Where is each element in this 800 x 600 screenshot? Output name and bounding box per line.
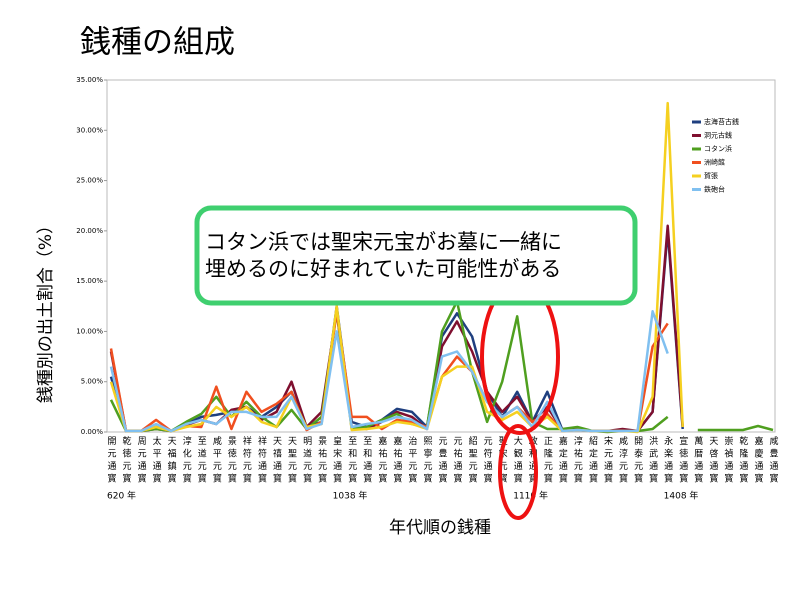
series-line: [697, 424, 774, 432]
x-tick-label: 開元通寳: [106, 436, 117, 486]
x-tick-label: 紹聖元寳: [467, 435, 478, 486]
y-tick-label: 15.00%: [76, 277, 103, 285]
chart-title: 銭種の組成: [80, 25, 235, 61]
year-annotation: 620 年: [107, 490, 136, 502]
legend-label: 洞元古銭: [704, 131, 732, 140]
callout-text: 埋めるのに好まれていた可能性がある: [205, 257, 561, 281]
x-tick-label: 正隆元寳: [542, 436, 553, 486]
x-tick-label: 元符通寳: [482, 436, 493, 486]
y-tick-label: 25.00%: [76, 177, 103, 185]
legend-label: 鉄砲台: [704, 185, 725, 194]
x-tick-label: 乾徳元寳: [121, 435, 132, 486]
overlay: コタン浜では聖宋元宝がお墓に一緒に 埋めるのに好まれていた可能性がある: [194, 205, 638, 520]
y-tick-label: 10.00%: [76, 327, 103, 335]
x-tick-label: 嘉祐元寳: [376, 435, 387, 486]
x-tick-label: 至和元寳: [346, 436, 357, 486]
y-tick-label: 0.00%: [81, 428, 104, 436]
x-tick-label: 元祐通寳: [452, 436, 463, 486]
plot-frame: [106, 79, 776, 433]
x-tick-label: 天啓通寳: [707, 436, 718, 486]
x-tick-label: 至道元寳: [196, 436, 207, 486]
x-tick-label: 至和通寳: [361, 436, 372, 486]
x-tick-label: 嘉定通寳: [557, 435, 568, 486]
x-tick-label: 熙寧元寳: [421, 436, 432, 486]
x-tick-label: 淳化元寳: [181, 435, 192, 486]
x-tick-label: 淳祐元寳: [572, 435, 583, 486]
x-tick-label: 太平通寳: [151, 435, 162, 486]
legend-label: 志海苔古銭: [704, 117, 739, 126]
callout-text: コタン浜では聖宋元宝がお墓に一緒に: [205, 230, 562, 254]
y-tick-label: 20.00%: [76, 227, 103, 235]
x-tick-label: 宋元通寳: [602, 435, 613, 486]
x-tick-label: 宣徳通寳: [677, 435, 688, 486]
x-tick-label: 周元通寳: [136, 436, 147, 486]
x-tick-label: 崇禎通寳: [722, 436, 733, 486]
x-tick-label: 天福鎮寳: [166, 436, 177, 486]
x-tick-label: 景徳元寳: [226, 436, 237, 486]
x-tick-label: 天聖元寳: [286, 436, 297, 486]
x-tick-label: 開泰元寳: [632, 436, 643, 486]
x-tick-label: 元豊通寳: [437, 436, 448, 486]
x-tick-label: 明道元寳: [301, 436, 312, 486]
x-tick-label: 萬暦通寳: [692, 435, 703, 486]
y-axis-label: 銭種別の出土割合（%）: [36, 217, 56, 403]
x-tick-label: 天禧通寳: [271, 436, 282, 486]
x-tick-label: 洪武通寳: [647, 435, 658, 486]
year-annotation: 1408 年: [664, 490, 699, 502]
x-tick-label: 景祐元寳: [316, 436, 327, 486]
x-tick-label: 祥符通寳: [256, 435, 267, 486]
y-tick-label: 30.00%: [76, 126, 103, 134]
x-tick-label: 大観通寳: [512, 435, 523, 486]
x-axis-label: 年代順の銭種: [389, 518, 491, 538]
year-annotation: 1038 年: [333, 490, 368, 502]
x-tick-label: 永楽通寳: [662, 435, 673, 486]
x-tick-label: 咸豊通寳: [768, 435, 779, 486]
legend-label: 洲崎館: [704, 158, 725, 167]
x-tick-label: 政和通寳: [527, 435, 538, 486]
plot-area: [109, 101, 774, 434]
legend-label: コタン浜: [704, 144, 732, 153]
series-line: [109, 300, 669, 434]
x-tick-label: 乾隆通寳: [737, 435, 748, 486]
year-annotation: 1110 年: [513, 490, 548, 502]
highlight-ellipse: [498, 424, 538, 520]
x-tick-label: 嘉慶通寳: [752, 435, 763, 486]
legend-label: 賀張: [704, 171, 718, 180]
x-tick-label: 皇宋通寳: [331, 435, 342, 486]
x-tick-label: 咸平元寳: [211, 435, 222, 486]
x-tick-label: 咸淳元寳: [617, 435, 628, 486]
y-tick-label: 35.00%: [76, 76, 103, 84]
x-tick-label: 紹定通寳: [587, 435, 598, 486]
x-tick-label: 治平元寳: [406, 435, 417, 486]
callout-box: [194, 205, 638, 306]
x-tick-label: 嘉祐通寳: [391, 435, 402, 486]
x-tick-label: 祥符元寳: [241, 435, 252, 486]
series-line: [109, 310, 669, 433]
y-tick-label: 5.00%: [81, 378, 104, 386]
